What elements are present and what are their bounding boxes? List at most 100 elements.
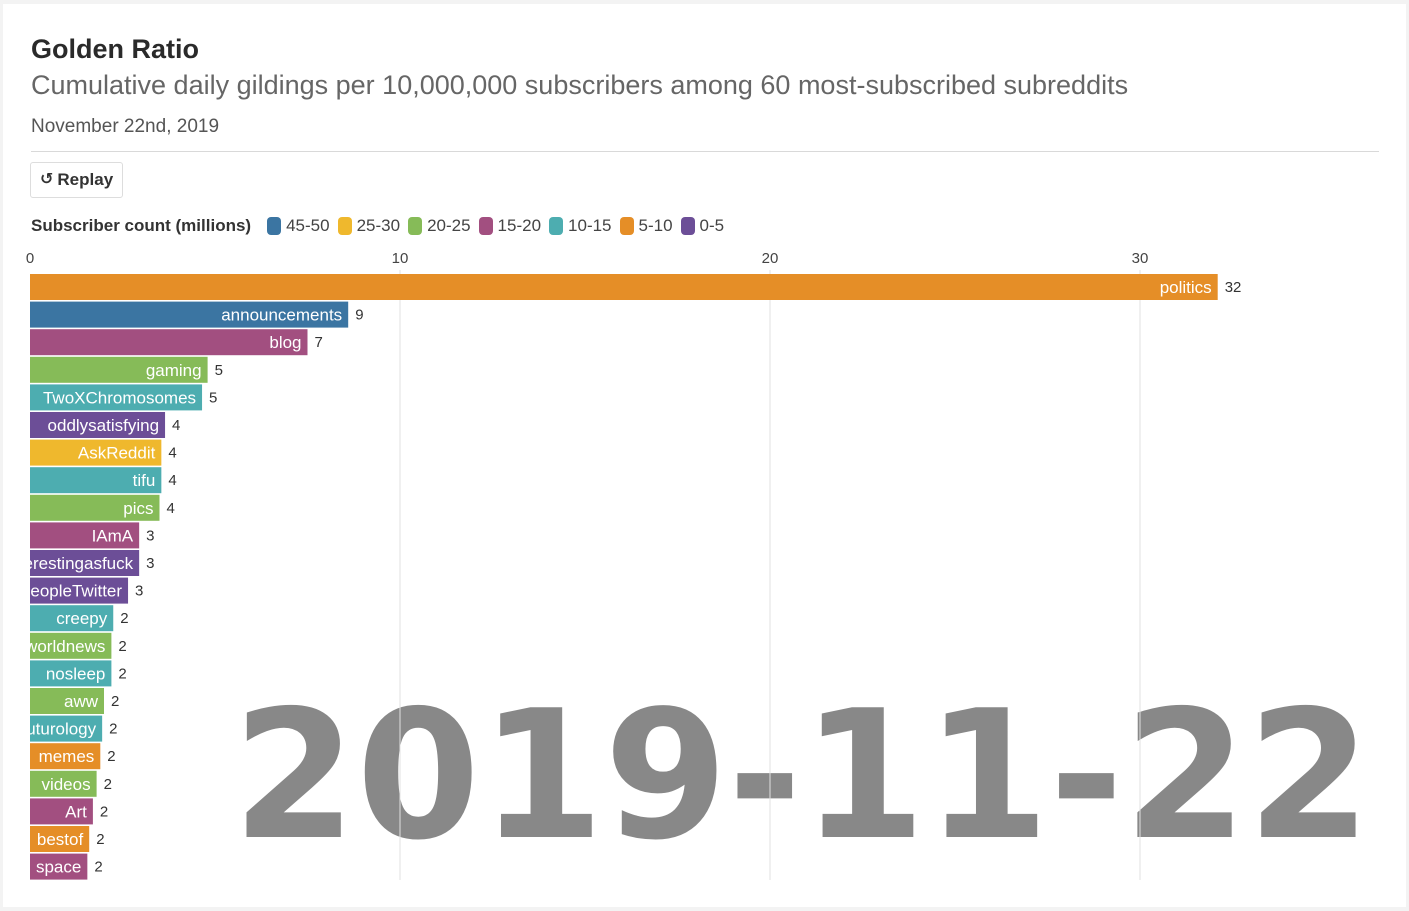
legend-swatch [680, 217, 695, 235]
bar-value-label: 7 [315, 334, 323, 351]
bar-value-label: 2 [111, 693, 119, 710]
chart-card: Golden Ratio Cumulative daily gildings p… [3, 4, 1406, 907]
bar-value-label: 4 [168, 445, 176, 462]
bar [30, 439, 162, 466]
bar-label: pics [123, 499, 153, 518]
bar-label: BlackPeopleTwitter [3, 582, 122, 601]
bar-value-label: 4 [172, 417, 180, 434]
legend-swatch [619, 217, 634, 235]
bar-group: IAmA 3 [30, 522, 154, 549]
x-tick-label: 0 [26, 250, 34, 267]
legend-label: 0-5 [699, 216, 725, 235]
bar-value-label: 5 [215, 362, 223, 379]
bar-label: gaming [146, 361, 202, 380]
legend: Subscriber count (millions) 45-50 25-30 20… [31, 216, 732, 236]
bar [30, 329, 308, 356]
bar-group: bestof 2 [30, 826, 105, 852]
bar [30, 384, 203, 411]
bar [30, 467, 162, 494]
bar-value-label: 2 [109, 721, 117, 738]
bar-group: memes 2 [30, 743, 116, 770]
bar [30, 577, 129, 604]
bar-label: videos [41, 775, 90, 794]
header-divider [31, 151, 1379, 152]
replay-button-label: Replay [57, 170, 114, 189]
bar-label: oddlysatisfying [48, 416, 160, 435]
bar-group: TwoXChromosomes 5 [30, 384, 217, 411]
bar-group: interestingasfuck 3 [30, 550, 154, 576]
bar-value-label: 2 [100, 803, 108, 820]
bar-group: creepy 2 [30, 605, 129, 632]
current-date-label: November 22nd, 2019 [31, 116, 220, 137]
bar-value-label: 5 [209, 389, 217, 406]
bar-group: politics 32 [30, 274, 1241, 300]
bar-label: Futurology [16, 720, 97, 739]
bar-value-label: 2 [107, 748, 115, 765]
legend-swatch [337, 217, 352, 235]
bar [30, 522, 140, 549]
bar-group: gaming 5 [30, 356, 223, 383]
bar [30, 853, 88, 880]
replay-icon: ↺ [40, 171, 54, 188]
bar [30, 412, 166, 438]
bar-group: AskReddit 4 [30, 439, 177, 466]
chart-title: Golden Ratio [31, 34, 199, 64]
bar-value-label: 3 [135, 583, 143, 600]
bar-group: tifu 4 [30, 467, 177, 494]
bar [30, 688, 104, 714]
bar-group: announcements 9 [30, 301, 364, 328]
legend-label: 20-25 [427, 216, 471, 235]
bar-value-label: 2 [96, 831, 104, 848]
bar-label: memes [39, 747, 95, 766]
legend-label: 15-20 [497, 216, 542, 235]
legend-swatch [549, 217, 564, 235]
legend-swatch [478, 217, 493, 235]
bar-label: tifu [133, 471, 156, 490]
bar-label: worldnews [24, 637, 105, 656]
legend-swatch [408, 217, 423, 235]
replay-button[interactable]: ↺ Replay [30, 162, 124, 198]
bar [30, 770, 97, 797]
bar-value-label: 2 [104, 776, 112, 793]
bar-group: BlackPeopleTwitter 3 [3, 577, 143, 604]
chart-subtitle: Cumulative daily gildings per 10,000,000… [31, 70, 1129, 100]
bar [30, 301, 349, 328]
legend-item-20-25: 20-25 [408, 216, 471, 236]
legend-label: 45-50 [286, 216, 330, 235]
bar-label: IAmA [92, 526, 134, 545]
bar-group: videos 2 [30, 770, 112, 797]
bar [30, 356, 208, 383]
bar-group: pics 4 [30, 494, 175, 521]
legend-item-0-5: 0-5 [680, 216, 725, 236]
bar-value-label: 2 [94, 859, 102, 876]
bar-label: blog [269, 333, 301, 352]
bar-label: nosleep [46, 664, 106, 683]
bar-group: worldnews 2 [24, 632, 127, 659]
bar-group: space 2 [30, 853, 103, 880]
bar-value-label: 2 [118, 665, 126, 682]
bar-label: announcements [221, 306, 342, 325]
bar-group: oddlysatisfying 4 [30, 412, 180, 438]
bar-value-label: 9 [355, 307, 363, 324]
bar-group: blog 7 [30, 329, 323, 356]
bar [30, 660, 112, 687]
bar-value-label: 2 [118, 638, 126, 655]
bar [30, 715, 103, 742]
bar-label: aww [64, 692, 99, 711]
bar-label: politics [1160, 278, 1212, 297]
bar-value-label: 3 [146, 527, 154, 544]
bar-value-label: 4 [168, 472, 176, 489]
bar-value-label: 32 [1225, 279, 1242, 296]
bar-label: Art [65, 802, 87, 821]
bar-group: Art 2 [30, 798, 108, 825]
bar-label: creepy [56, 609, 108, 628]
bar-label: space [36, 858, 81, 877]
legend-item-10-15: 10-15 [549, 216, 612, 236]
bar [30, 798, 93, 825]
x-tick-label: 30 [1132, 250, 1149, 267]
bar [30, 494, 160, 521]
legend-item-15-20: 15-20 [478, 216, 542, 236]
legend-item-45-50: 45-50 [267, 216, 330, 236]
bar-group: nosleep 2 [30, 660, 127, 687]
